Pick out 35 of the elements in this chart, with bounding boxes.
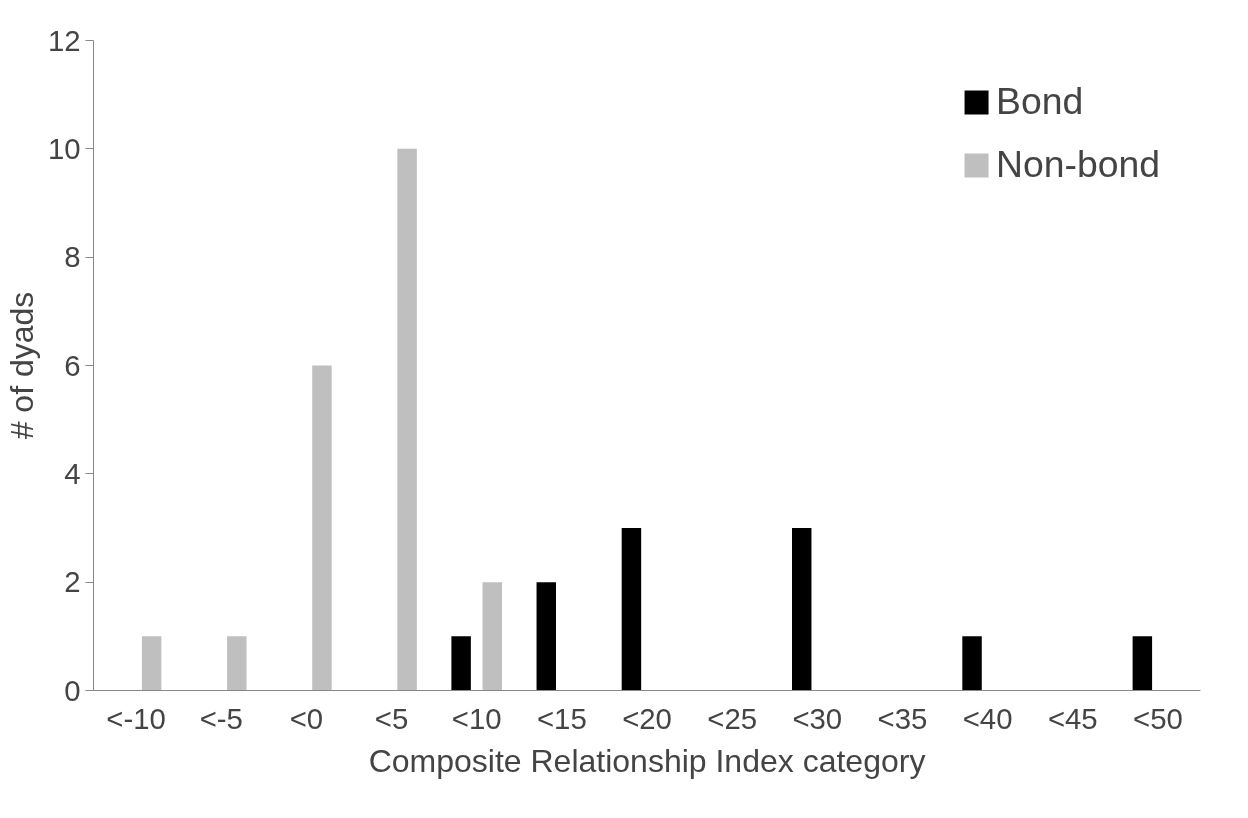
bar — [451, 636, 471, 691]
y-tick-label: 10 — [47, 131, 81, 165]
x-tick-label: <-10 — [106, 701, 166, 735]
x-tick-label: <40 — [962, 701, 1013, 735]
x-tick-label: <15 — [536, 701, 587, 735]
bar — [962, 636, 982, 691]
x-tick-label: <5 — [374, 701, 409, 735]
bar — [141, 636, 162, 691]
x-tick-label: <0 — [289, 701, 324, 735]
x-tick-label: <20 — [622, 701, 672, 735]
y-tick-label: 6 — [64, 348, 81, 382]
x-tick-label: <50 — [1133, 701, 1183, 735]
x-tick-label: <25 — [707, 701, 758, 735]
bar — [482, 582, 502, 691]
x-tick-label: <10 — [451, 701, 502, 735]
y-tick-label: 0 — [64, 673, 81, 707]
x-tick-label: <-5 — [199, 701, 243, 735]
bar — [397, 148, 417, 691]
y-tick-label: 8 — [64, 240, 81, 274]
bar — [621, 528, 642, 691]
y-tick-label: 4 — [64, 456, 81, 490]
y-tick-label: 12 — [47, 23, 81, 57]
bar — [536, 582, 557, 691]
x-tick-label: <35 — [877, 701, 928, 735]
x-axis-title: Composite Relationship Index category — [368, 742, 926, 779]
x-tick-label: <45 — [1047, 701, 1098, 735]
legend-label: Non-bond — [996, 143, 1160, 186]
bar — [792, 528, 812, 691]
bar — [312, 365, 332, 691]
y-axis-title: # of dyads — [3, 291, 40, 440]
bar — [1132, 636, 1153, 691]
legend-label: Bond — [996, 80, 1084, 123]
y-tick-label: 2 — [64, 565, 81, 599]
x-tick-label: <30 — [792, 701, 843, 735]
bar — [227, 636, 247, 691]
